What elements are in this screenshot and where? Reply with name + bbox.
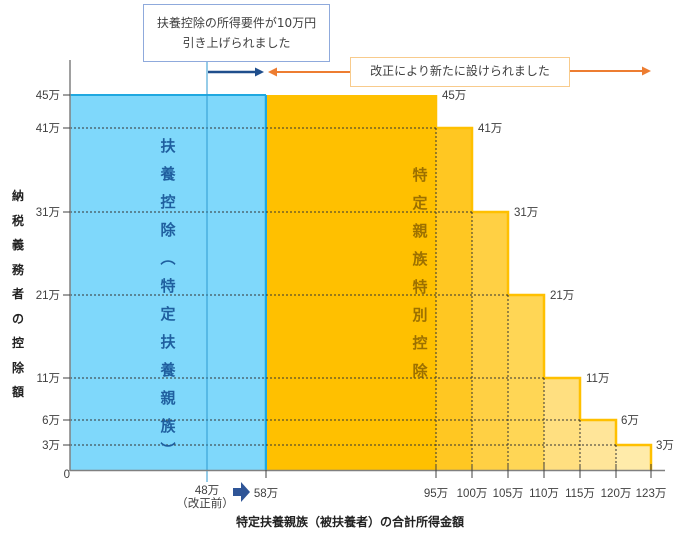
svg-text:︶: ︶ [159,441,175,459]
svg-text:族: 族 [412,250,428,268]
x-tick-label: 100万 [457,488,488,500]
step-95-100 [436,128,472,470]
annotation-newly-established: 改正により新たに設けられました [350,57,570,87]
x-tick-label: 58万 [254,488,278,500]
x-old-value-label: 48万 [195,485,219,497]
svg-text:控: 控 [160,193,175,211]
y-tick-labels: 45万 41万 31万 21万 11万 6万 3万 0 [36,90,70,481]
step-value-label: 6万 [621,415,639,427]
x-ticks [265,464,652,478]
y-axis-title: 納 税 義 務 者 の 控 除 額 [11,189,24,399]
x-tick-label: 115万 [565,488,595,500]
svg-text:︵: ︵ [159,249,175,267]
x-tick-label: 123万 [636,488,667,500]
x-tick-label: 105万 [493,488,524,500]
svg-text:除: 除 [160,221,176,239]
svg-text:除: 除 [412,362,428,380]
step-value-label: 3万 [656,440,674,452]
x-tick-label: 110万 [529,488,559,500]
step-58-95 [267,95,436,470]
step-outline [434,95,653,470]
step-value-label: 41万 [478,123,502,135]
blue-arrow-icon [208,67,264,77]
svg-text:特: 特 [412,166,427,184]
svg-text:族: 族 [160,417,176,435]
svg-text:定: 定 [160,305,175,323]
y-tick-label: 11万 [37,373,60,385]
step-value-label: 21万 [550,290,574,302]
y-zero-label: 0 [64,469,70,481]
svg-text:養: 養 [159,165,176,183]
y-tick-label: 21万 [36,290,60,302]
y-tick-label: 31万 [36,207,60,219]
blue-area-dependent-deduction [70,95,266,470]
x-old-note-label: （改正前） [176,496,234,510]
step-value-label: 11万 [586,373,609,385]
step-value-label: 31万 [514,207,538,219]
step-value-labels: 45万 41万 31万 21万 11万 6万 3万 [442,90,674,452]
svg-text:扶: 扶 [160,333,176,351]
annotation-requirement-raised: 扶養控除の所得要件が10万円 引き上げられました [143,4,330,62]
svg-text:控: 控 [412,334,427,352]
right-arrow-icon [233,482,250,502]
svg-text:特: 特 [412,278,427,296]
step-120-123 [616,445,651,470]
svg-text:扶: 扶 [160,137,176,155]
step-110-115 [544,378,580,470]
step-value-label: 45万 [442,90,466,102]
orange-area-label: 特 定 親 族 特 別 控 除 [411,166,428,380]
step-100-105 [472,212,508,470]
svg-text:親: 親 [412,222,427,240]
x-axis-title: 特定扶養親族（被扶養者）の合計所得金額 [235,515,464,529]
svg-text:別: 別 [411,306,427,324]
x-tick-label: 95万 [424,488,448,500]
y-tick-label: 41万 [36,123,60,135]
annotation-line-1: 扶養控除の所得要件が10万円 [156,16,317,30]
orange-double-arrow-icon [268,66,651,77]
orange-steps [267,95,653,470]
y-tick-label: 45万 [36,90,60,102]
svg-text:養: 養 [159,361,176,379]
y-ticks [63,94,70,446]
y-tick-label: 3万 [42,440,60,452]
grid-lines [70,127,617,470]
step-105-110 [508,295,544,470]
y-tick-label: 6万 [42,415,60,427]
annotation-line-2: 引き上げられました [182,36,291,50]
svg-text:特: 特 [160,277,175,295]
svg-text:親: 親 [160,389,175,407]
x-tick-label: 120万 [601,488,632,500]
svg-text:定: 定 [412,194,427,212]
x-tick-labels: 48万 （改正前） 58万 95万 100万 105万 110万 115万 12… [176,485,666,510]
blue-area-label: 扶 養 控 除 ︵ 特 定 扶 養 親 族 ︶ [159,137,176,459]
